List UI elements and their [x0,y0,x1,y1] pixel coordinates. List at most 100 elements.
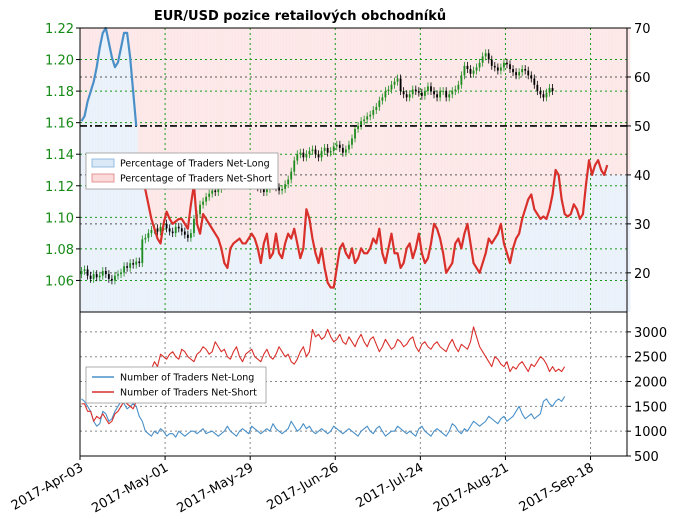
price-candle [265,188,268,193]
net-short-percent-line [138,154,609,289]
long-percent-band [286,233,290,312]
short-percent-band [496,28,500,234]
price-candle [348,144,350,150]
price-candle [183,231,186,235]
short-percent-band [408,28,412,244]
long-percent-band [551,194,555,312]
short-percent-band [238,28,242,239]
price-candle [381,97,384,101]
long-percent-band [186,228,190,312]
price-candle [372,110,375,115]
bottom-panel-frame [79,311,628,457]
price-candle [411,89,414,95]
short-percent-band [177,28,181,219]
long-percent-band [234,241,239,312]
price-candle [442,91,445,92]
short-percent-band [259,28,263,264]
price-candle [214,190,217,193]
long-percent-band [429,243,433,312]
price-candle [290,171,293,180]
count-tick-label: 1000 [634,425,667,440]
price-candle [174,226,177,234]
long-percent-band [578,218,582,312]
price-candle [302,152,305,158]
count-tick-label: 500 [634,450,659,465]
price-candle [433,91,435,95]
long-percent-band [183,223,187,312]
short-percent-band [244,28,248,244]
price-candle [405,94,408,98]
long-percent-band [417,233,421,312]
short-percent-band [241,28,245,244]
long-percent-band [462,233,467,312]
price-candle [89,275,92,279]
long-percent-band [152,228,157,312]
short-percent-band [438,28,442,239]
long-percent-band [566,216,570,312]
price-candle [451,91,454,95]
long-percent-band [280,258,284,312]
price-candle [323,147,326,152]
date-tick-label: 2017-Apr-03 [9,460,86,513]
price-candle [439,91,442,98]
short-percent-band [560,28,564,200]
long-percent-band [289,238,294,312]
short-percent-band [526,28,531,200]
long-percent-band [222,263,227,312]
long-percent-band [216,238,221,312]
price-candle [293,160,296,172]
price-candle [150,229,153,234]
short-percent-band [414,28,418,249]
price-candle [114,275,116,281]
price-tick-label: 1.18 [45,85,74,100]
short-percent-band [475,28,479,268]
long-percent-band [590,174,594,312]
short-percent-band [557,28,561,175]
long-percent-band [426,258,430,312]
long-percent-band [514,238,518,312]
long-percent-band [301,248,306,312]
percent-tick-label: 30 [634,218,651,233]
short-percent-band [159,28,163,244]
long-percent-band [113,67,117,312]
short-percent-band [611,28,616,175]
top-panel-background [80,28,631,313]
long-percent-band [326,282,330,312]
short-percent-band [435,28,439,229]
short-percent-band [231,28,236,244]
long-percent-band [481,263,485,312]
bottom-legend-entry: Number of Traders Net-Long [120,373,254,384]
short-percent-band [186,28,190,229]
price-candle [335,144,338,147]
long-percent-band [207,223,211,312]
price-candle [509,64,511,70]
long-percent-band [496,233,500,312]
short-percent-band [329,28,333,288]
short-percent-band [514,28,518,239]
price-candle [545,92,548,98]
long-percent-band [137,155,142,312]
long-percent-band [420,253,424,312]
long-percent-band [554,170,558,312]
long-percent-band [143,189,148,312]
short-percent-band [128,28,132,58]
price-candle [262,188,265,193]
short-percent-band [575,28,579,210]
long-percent-band [92,81,96,313]
long-percent-band [165,211,169,312]
short-percent-band [180,28,184,219]
price-candle [436,94,438,98]
price-candle [506,62,508,65]
long-percent-band [541,216,546,312]
price-candle [408,94,411,98]
net-short-count-line [81,326,566,425]
price-candle [357,125,359,129]
price-candle [86,269,89,276]
short-percent-band [149,28,154,219]
long-percent-band [95,67,99,312]
long-percent-band [544,218,549,312]
price-candle [369,114,372,117]
short-percent-band [92,28,96,82]
price-candle [341,147,344,153]
